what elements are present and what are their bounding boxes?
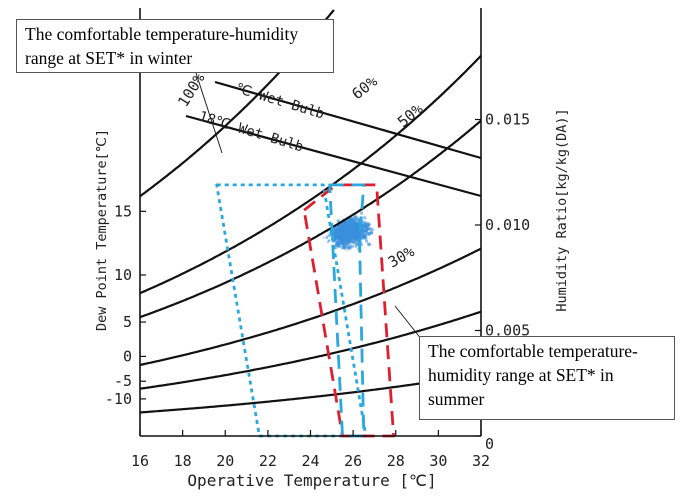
scatter-point <box>348 233 352 237</box>
scatter-point <box>328 233 332 236</box>
scatter-point <box>341 233 345 237</box>
scatter-point <box>328 233 332 236</box>
scatter-point <box>348 246 352 250</box>
scatter-point <box>338 231 342 235</box>
axes-layer: 16 18 20 22 24 26 28 30 32 15 10 5 0 -5-10 0.015 0.010 0… <box>105 8 530 470</box>
right-tick-label: 0 <box>485 435 494 453</box>
x-tick-label: 18 <box>174 452 192 470</box>
left-tick-label: 10 <box>114 266 132 284</box>
right-y-axis-label: Humidity Ratio[kg/kg(DA)] <box>554 108 570 311</box>
left-tick-label: 15 <box>114 202 132 220</box>
scatter-point <box>361 229 365 233</box>
scatter-point <box>369 231 374 235</box>
right-tick-label: 0.015 <box>485 111 530 129</box>
scatter-point <box>354 228 358 233</box>
left-y-axis-label: Dew Point Temperature[℃] <box>94 129 110 331</box>
right-tick-label: 0.010 <box>485 216 530 234</box>
wet-bulb-label: 18℃ Wet Bulb <box>197 109 305 156</box>
scatter-point <box>328 239 331 242</box>
rh-curve <box>139 310 482 390</box>
leader-lines <box>195 72 423 341</box>
rh-curve-label: 50% <box>394 100 426 131</box>
scatter-point <box>355 242 359 247</box>
x-tick-label: 24 <box>301 452 319 470</box>
scatter-point <box>358 230 362 234</box>
scatter-point <box>335 243 339 247</box>
scatter-point <box>355 235 359 239</box>
scatter-point <box>343 236 347 240</box>
scatter-point <box>363 224 367 229</box>
comfort-zone-summer-inner <box>328 183 366 438</box>
rh-curve-label: 30% <box>385 242 417 271</box>
scatter-point <box>367 242 372 247</box>
scatter-point <box>348 221 352 225</box>
scatter-point <box>353 232 358 237</box>
x-tick-label: 20 <box>216 452 234 470</box>
scatter-point <box>351 221 355 225</box>
scatter-point <box>333 227 337 232</box>
left-tick-label: 5 <box>123 313 132 331</box>
scatter-point <box>332 241 335 244</box>
scatter-point <box>327 234 330 237</box>
scatter-point <box>363 216 367 220</box>
scatter-layer <box>322 211 375 253</box>
scatter-point <box>360 236 364 240</box>
winter-range-callout: The comfortable temperature-humidity ran… <box>16 19 334 73</box>
scatter-point <box>336 227 340 231</box>
scatter-point <box>353 238 357 242</box>
right-tick-label: 0.005 <box>485 322 530 340</box>
x-tick-label: 16 <box>131 452 149 470</box>
scatter-point <box>345 234 350 238</box>
left-tick-label: -5 <box>114 372 132 390</box>
scatter-point <box>326 235 329 238</box>
scatter-point <box>356 221 361 226</box>
x-axis-label: Operative Temperature [℃] <box>187 471 436 490</box>
wet-bulb-line <box>185 114 482 198</box>
scatter-point <box>322 236 325 239</box>
scatter-point <box>325 237 329 240</box>
scatter-point <box>333 231 337 235</box>
scatter-point <box>326 240 329 244</box>
x-tick-label: 30 <box>429 452 447 470</box>
x-tick-label: 32 <box>472 452 490 470</box>
scatter-point <box>342 227 346 231</box>
scatter-point <box>327 240 331 243</box>
scatter-point <box>346 223 350 227</box>
rh-curve <box>139 55 482 295</box>
scatter-point <box>342 246 347 250</box>
rh-curve-label: 60% <box>348 72 380 103</box>
scatter-point <box>325 236 328 239</box>
scatter-point <box>363 221 367 225</box>
wet-bulb-line <box>214 80 482 160</box>
scatter-point <box>343 241 347 246</box>
scatter-point <box>372 228 375 232</box>
scatter-point <box>359 211 364 215</box>
wet-bulb-label: ℃ Wet Bulb <box>234 81 326 123</box>
scatter-point <box>364 239 369 243</box>
scatter-point <box>346 248 349 252</box>
x-tick-label: 22 <box>259 452 277 470</box>
scatter-point <box>325 235 328 238</box>
scatter-point <box>341 239 345 243</box>
summer-range-callout: The comfortable temperature-humidity ran… <box>419 336 675 420</box>
left-tick-label: 0 <box>123 347 132 365</box>
scatter-point <box>334 240 338 244</box>
winter-callout-leader <box>195 72 223 154</box>
scatter-point <box>350 231 354 235</box>
scatter-point <box>327 234 331 237</box>
scatter-point <box>366 223 371 228</box>
rh-curve-label: 100% <box>174 70 208 110</box>
scatter-point <box>364 228 369 232</box>
scatter-point <box>327 239 330 242</box>
scatter-point <box>350 237 354 241</box>
scatter-point <box>346 228 350 233</box>
x-tick-label: 28 <box>387 452 405 470</box>
summer-callout-leader <box>394 305 423 341</box>
rh-curve <box>139 247 482 367</box>
scatter-point <box>353 214 357 218</box>
x-tick-label: 26 <box>344 452 362 470</box>
left-tick-label: -10 <box>105 390 132 408</box>
